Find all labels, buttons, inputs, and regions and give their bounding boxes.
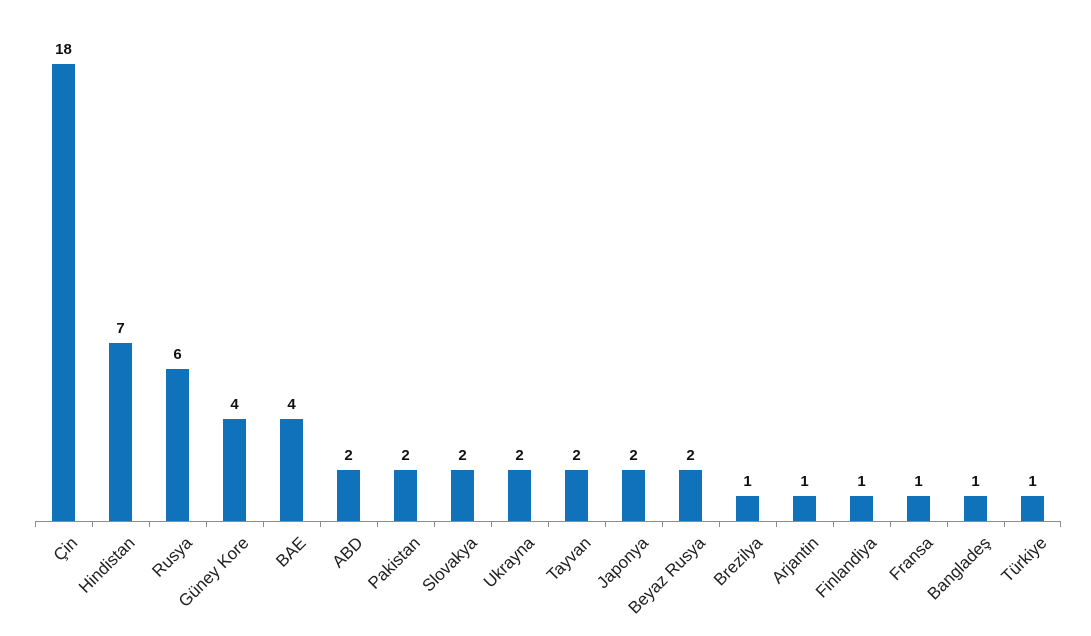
x-axis-label-text: Hindistan [75,533,139,597]
x-axis-tick [605,521,606,527]
x-axis-tick [1060,521,1061,527]
bar [109,343,132,521]
x-axis-tick [548,521,549,527]
x-axis-label-text: Finlandiya [811,533,880,602]
x-axis-tick [491,521,492,527]
bar-value-label: 2 [401,447,410,465]
bar [622,470,645,521]
bar [679,470,702,521]
x-axis-label-text: Türkiye [997,533,1051,587]
bar-value-label: 1 [743,472,752,490]
x-axis-label-text: BAE [272,533,310,571]
x-axis-labels: Çin Hindistan Rusya Güney Kore BAE ABD Pakista… [35,533,1061,636]
bar-slot: 7 [92,0,149,521]
bars-container: 18 7 6 4 4 2 2 2 2 2 2 2 1 1 1 1 1 1 [35,0,1061,521]
bar-slot: 4 [206,0,263,521]
x-axis-label-text: Çin [50,533,82,565]
bar-slot: 2 [434,0,491,521]
bar-value-label: 1 [857,472,866,490]
bar-slot: 1 [890,0,947,521]
x-axis-label-text: Slovakya [418,533,481,596]
bar-slot: 1 [947,0,1004,521]
bar-value-label: 1 [971,472,980,490]
bar-slot: 2 [605,0,662,521]
x-axis-label-text: ABD [328,533,367,572]
x-axis-label-text: Tayvan [543,533,595,585]
x-axis-label-text: Ukrayna [479,533,538,592]
x-axis-tick [890,521,891,527]
x-axis-tick [719,521,720,527]
x-axis-tick [1004,521,1005,527]
bar [280,419,303,521]
bar-slot: 2 [548,0,605,521]
bar-value-label: 18 [55,40,72,58]
bar [793,495,816,521]
x-axis-tick [206,521,207,527]
bar [337,470,360,521]
bar [565,470,588,521]
x-axis-tick [377,521,378,527]
x-axis-tick [662,521,663,527]
bar [52,63,75,521]
plot-area: 18 7 6 4 4 2 2 2 2 2 2 2 1 1 1 1 1 1 [35,0,1061,527]
x-axis-tick [833,521,834,527]
x-axis-label-text: Brezilya [709,533,766,590]
x-axis-label-text: Rusya [148,533,196,581]
bar-value-label: 7 [116,320,125,338]
x-axis-tick [263,521,264,527]
bar-slot: 6 [149,0,206,521]
x-axis-tick [434,521,435,527]
bar-slot: 1 [719,0,776,521]
bar-value-label: 2 [458,447,467,465]
bar-slot: 4 [263,0,320,521]
bar [166,368,189,521]
bar-value-label: 2 [344,447,353,465]
bar [394,470,417,521]
bar [850,495,873,521]
bar-value-label: 2 [686,447,695,465]
bar-slot: 1 [1004,0,1061,521]
x-axis-label-text: Arjantin [768,533,823,588]
bar-value-label: 2 [629,447,638,465]
bar-value-label: 1 [914,472,923,490]
bar-value-label: 4 [287,396,296,414]
bar-value-label: 1 [1028,472,1037,490]
x-axis-label-text: Japonya [592,533,652,593]
bar-value-label: 2 [572,447,581,465]
x-axis-tick [776,521,777,527]
bar [451,470,474,521]
x-axis-tick [35,521,36,527]
bar-slot: 2 [377,0,434,521]
bar [1021,495,1044,521]
bar-slot: 2 [662,0,719,521]
bar [907,495,930,521]
bar-value-label: 2 [515,447,524,465]
x-axis-tick [947,521,948,527]
bar [508,470,531,521]
bar-value-label: 4 [230,396,239,414]
x-axis-label-text: Fransa [885,533,937,585]
bar [223,419,246,521]
bar-slot: 2 [320,0,377,521]
x-axis-tick [149,521,150,527]
bar [736,495,759,521]
bar-slot: 1 [833,0,890,521]
bar-value-label: 6 [173,345,182,363]
x-axis-label-text: Pakistan [364,533,424,593]
bar-slot: 2 [491,0,548,521]
bar-slot: 18 [35,0,92,521]
bar-slot: 1 [776,0,833,521]
bar [964,495,987,521]
x-axis-tick [320,521,321,527]
x-axis-tick [92,521,93,527]
bar-value-label: 1 [800,472,809,490]
